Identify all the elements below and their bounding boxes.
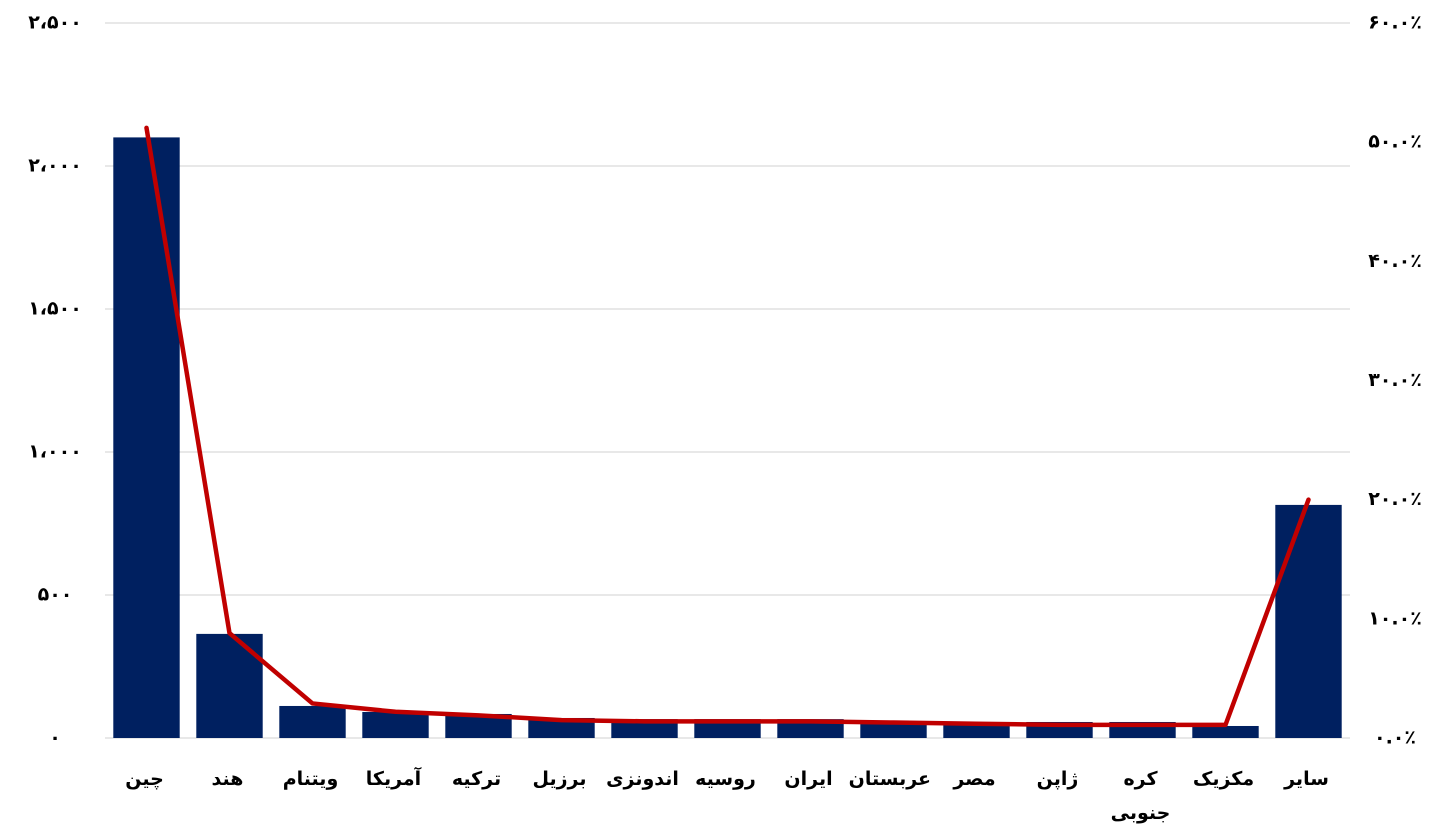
y-tick-label: ۰ [49, 727, 61, 749]
bar [611, 719, 678, 738]
x-tick-label: چین [125, 768, 164, 790]
y2-tick-label: ۶۰.۰٪ [1368, 12, 1422, 34]
bar [694, 719, 761, 738]
x-tick-label: ایران [784, 768, 833, 790]
y-tick-label: ۱،۰۰۰ [28, 441, 82, 463]
y-tick-label: ۵۰۰ [38, 584, 73, 606]
y2-tick-label: ۴۰.۰٪ [1368, 250, 1422, 272]
bar [1275, 504, 1342, 738]
x-tick-label: ژاپن [1036, 768, 1079, 790]
x-tick-label: برزیل [532, 768, 587, 790]
x-tick-label: مصر [953, 768, 996, 790]
x-tick-label: اندونزی [606, 768, 679, 790]
y2-tick-label: ۱۰.۰٪ [1368, 607, 1422, 629]
bar [279, 705, 346, 738]
y2-tick-label: ۳۰.۰٪ [1368, 369, 1422, 391]
y-tick-label: ۲،۰۰۰ [28, 155, 82, 177]
y2-tick-label: ۰.۰٪ [1374, 727, 1416, 749]
x-tick-label: روسیه [695, 768, 756, 790]
x-tick-label: ترکیه [451, 768, 502, 790]
line [144, 125, 1311, 728]
y2-tick-label: ۵۰.۰٪ [1368, 131, 1422, 153]
y2-tick-label: ۲۰.۰٪ [1368, 488, 1422, 510]
x-tick-label: عربستان [848, 768, 931, 790]
bar [362, 711, 429, 738]
x-tick-label: ویتنام [282, 768, 339, 790]
bar [113, 137, 180, 738]
y-tick-label: ۱،۵۰۰ [28, 298, 82, 320]
bar [1192, 725, 1259, 738]
x-tick-label: کره جنوبی [1110, 768, 1171, 824]
bar [777, 719, 844, 738]
x-tick-label: هند [211, 768, 244, 790]
bar [860, 721, 927, 738]
bar [528, 717, 595, 738]
x-tick-label: آمریکا [365, 768, 422, 790]
y-tick-label: ۲،۵۰۰ [28, 12, 82, 34]
x-tick-label: سایر [1284, 768, 1329, 790]
bar [196, 633, 263, 738]
x-tick-label: مکزیک [1192, 768, 1255, 790]
